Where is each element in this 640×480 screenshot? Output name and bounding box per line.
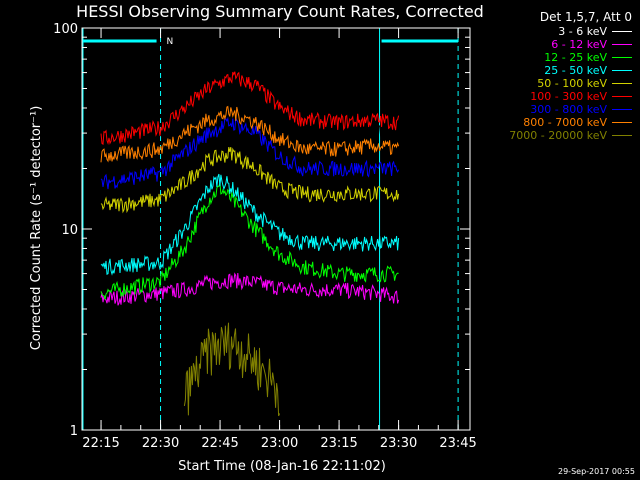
- legend-label: 800 - 7000 keV: [523, 116, 607, 129]
- legend-entry: 7000 - 20000 keV: [480, 129, 636, 142]
- legend-swatch: [612, 96, 632, 97]
- legend-swatch: [612, 70, 632, 71]
- legend-entry: 100 - 300 keV: [480, 90, 636, 103]
- legend-entry: 6 - 12 keV: [480, 38, 636, 51]
- series-line-0: [100, 112, 400, 151]
- legend-entry: 25 - 50 keV: [480, 64, 636, 77]
- legend-label: 6 - 12 keV: [551, 38, 607, 51]
- legend-entry: 3 - 6 keV: [480, 25, 636, 38]
- x-tick-label-5: 23:30: [380, 436, 417, 451]
- series-line-1: [100, 272, 400, 306]
- legend-swatch: [612, 57, 632, 58]
- legend-title: Det 1,5,7, Att 0: [539, 10, 632, 24]
- x-tick-label-1: 22:30: [142, 436, 179, 451]
- y-tick-label-0: 1: [70, 424, 78, 439]
- x-axis-label: Start Time (08-Jan-16 22:11:02): [178, 459, 386, 474]
- legend-swatch: [612, 31, 632, 32]
- x-tick-label-4: 23:15: [320, 436, 357, 451]
- legend-label: 3 - 6 keV: [558, 25, 607, 38]
- legend-swatch: [612, 122, 632, 123]
- x-tick-label-0: 22:15: [82, 436, 119, 451]
- x-tick-label-3: 23:00: [261, 436, 298, 451]
- legend-label: 300 - 800 keV: [530, 103, 607, 116]
- series-line-5: [100, 71, 400, 146]
- legend-entry: 300 - 800 keV: [480, 103, 636, 116]
- series-line-8: [183, 322, 281, 417]
- legend-swatch: [612, 135, 632, 136]
- legend-label: 12 - 25 keV: [544, 51, 607, 64]
- legend-entry: 50 - 100 keV: [480, 77, 636, 90]
- legend-entry: 12 - 25 keV: [480, 51, 636, 64]
- chart-title: HESSI Observing Summary Count Rates, Cor…: [76, 2, 484, 21]
- timestamp: 29-Sep-2017 00:55: [558, 467, 635, 476]
- plot-frame: [81, 27, 471, 431]
- series-line-7: [100, 105, 400, 163]
- x-tick-label-6: 23:45: [439, 436, 476, 451]
- legend-label: 7000 - 20000 keV: [509, 129, 607, 142]
- y-tick-label-2: 100: [53, 22, 78, 37]
- series-line-2: [100, 182, 399, 300]
- legend-label: 100 - 300 keV: [530, 90, 607, 103]
- legend-entry: 800 - 7000 keV: [480, 116, 636, 129]
- legend: Det 1,5,7, Att 0 3 - 6 keV 6 - 12 keV 12 -…: [480, 10, 636, 142]
- legend-swatch: [612, 83, 632, 84]
- series-line-6: [100, 116, 400, 190]
- legend-swatch: [612, 109, 632, 110]
- plot-area: N 22:15 22:30 22:45 23:00 23:15 23:30 23:45 1 10 1…: [53, 22, 477, 451]
- legend-label: 50 - 100 keV: [537, 77, 607, 90]
- legend-swatch: [612, 44, 632, 45]
- series-line-3: [100, 173, 400, 276]
- y-tick-label-1: 10: [61, 223, 78, 238]
- series-line-4: [100, 146, 400, 214]
- legend-label: 25 - 50 keV: [544, 64, 607, 77]
- x-tick-label-2: 22:45: [201, 436, 238, 451]
- annotation-label-0: N: [167, 37, 174, 47]
- y-axis-label: Corrected Count Rate (s⁻¹ detector⁻¹): [29, 106, 44, 351]
